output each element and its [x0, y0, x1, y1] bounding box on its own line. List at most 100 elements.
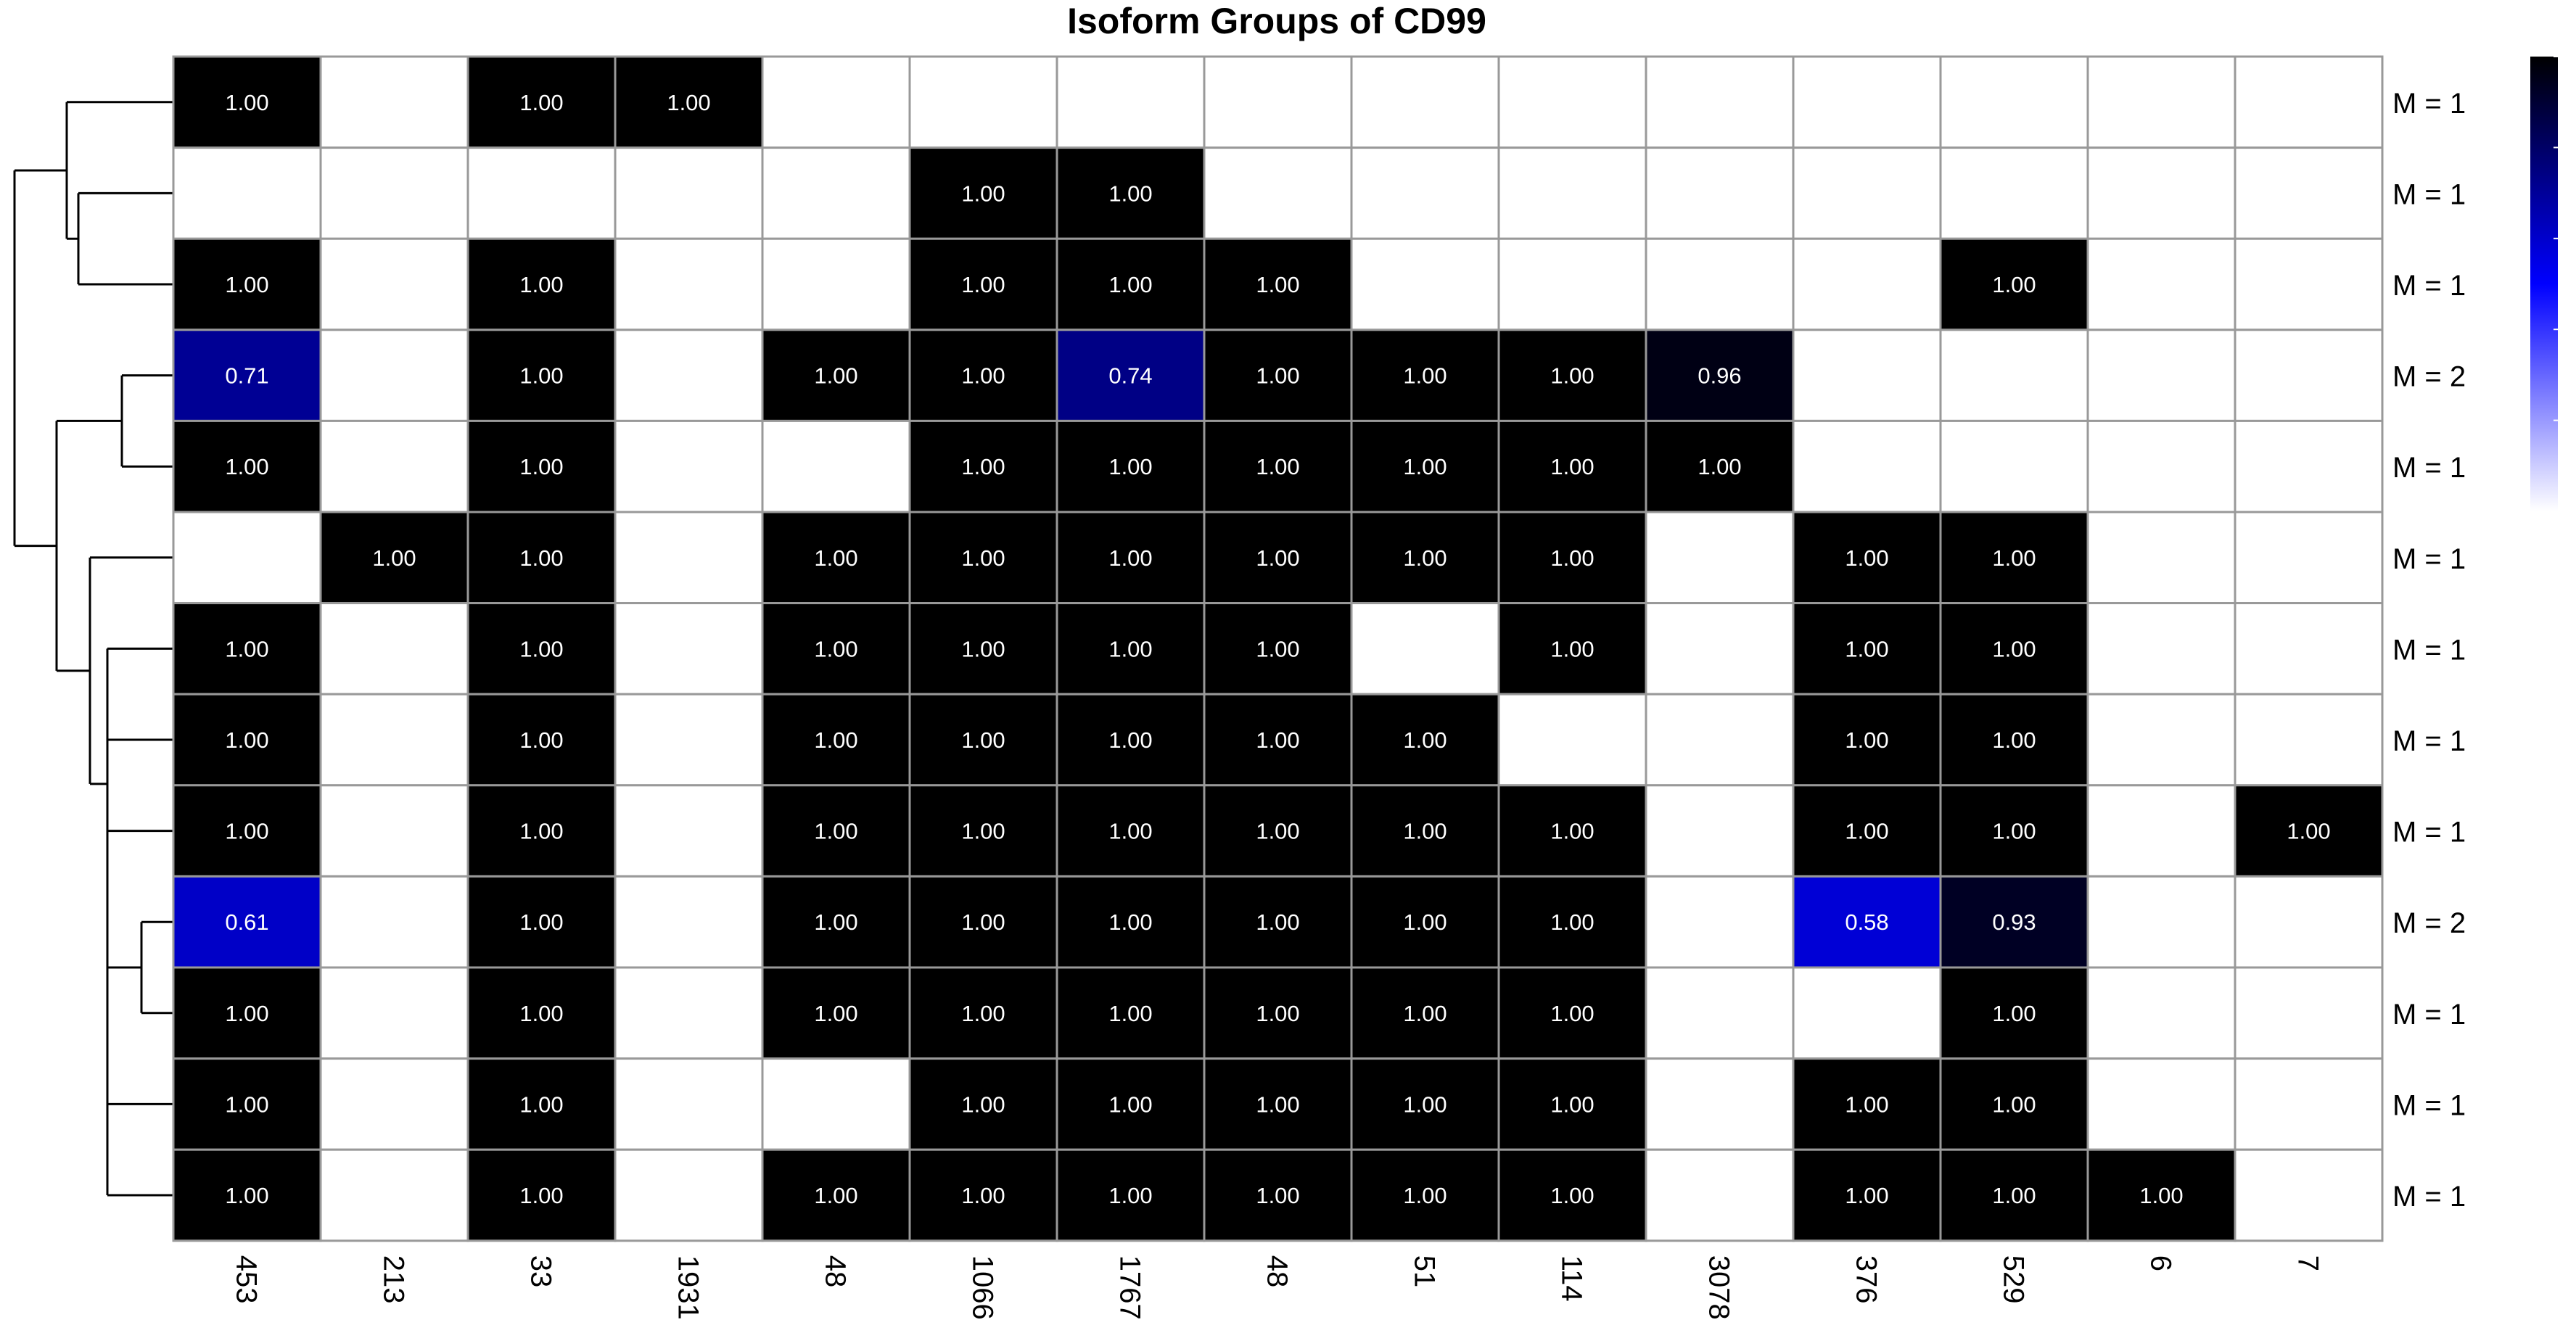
- cell-value-label: 1.00: [1256, 1091, 1299, 1117]
- cell-value-label: 1.00: [961, 272, 1005, 297]
- column-label: 529: [1998, 1255, 2030, 1304]
- heatmap-cell: [2086, 1148, 2236, 1242]
- cell-value-label: 1.00: [1698, 454, 1741, 479]
- cell-value-label: 1.00: [519, 819, 563, 844]
- column-label: 114: [1556, 1255, 1588, 1302]
- cell-value-label: 1.00: [1403, 819, 1447, 844]
- heatmap-cells: 1.00 1.00 1.00 1.00 1.00 1.00 1.00 1.00 1.00 1.00…: [172, 55, 2384, 1242]
- column-label: 7: [2292, 1255, 2324, 1271]
- heatmap-cell: [2234, 966, 2384, 1060]
- cell-value-label: 1.00: [519, 90, 563, 115]
- cell-value-label: 1.00: [1108, 181, 1152, 206]
- heatmap-cell: [1939, 693, 2089, 787]
- row-label: M = 1: [2392, 1181, 2466, 1213]
- heatmap-cell: [908, 1148, 1058, 1242]
- cell-value-label: 1.00: [1550, 1091, 1594, 1117]
- heatmap-cell: [1497, 55, 1647, 149]
- heatmap-cell: [1792, 1148, 1942, 1242]
- color-legend: 00.20.40.60.81: [2530, 56, 2558, 512]
- cell-value-label: 1.00: [519, 454, 563, 479]
- row-label: M = 2: [2392, 361, 2466, 393]
- heatmap-cell: [172, 329, 322, 422]
- row-labels: M = 1 M = 1 M = 1 M = 2 M = 1 M = 1 M = 1 M = 1…: [2392, 88, 2466, 1213]
- heatmap-cell: [1792, 419, 1942, 513]
- cell-value-label: 1.00: [814, 819, 857, 844]
- cell-value-label: 1.00: [1256, 363, 1299, 389]
- cell-value-label: 1.00: [1256, 819, 1299, 844]
- cell-value-label: 1.00: [961, 454, 1005, 479]
- heatmap-cell: [761, 237, 911, 331]
- heatmap-cell: [2234, 146, 2384, 240]
- column-label: 213: [378, 1255, 410, 1304]
- row-label: M = 1: [2392, 725, 2466, 757]
- heatmap-cell: [761, 146, 911, 240]
- heatmap-cell: [614, 237, 764, 331]
- heatmap-cell: [2086, 602, 2236, 696]
- heatmap-cell: [1350, 55, 1500, 149]
- cell-value-label: 1.00: [372, 545, 416, 571]
- heatmap-cell: [172, 875, 322, 969]
- cell-value-label: 1.00: [1550, 454, 1594, 479]
- heatmap-cell: [1645, 329, 1795, 422]
- heatmap-cell: [2086, 1057, 2236, 1151]
- heatmap-cell: [2086, 693, 2236, 787]
- cell-value-label: 1.00: [519, 909, 563, 935]
- row-label: M = 1: [2392, 543, 2466, 575]
- heatmap-cell: [1497, 602, 1647, 696]
- cell-value-label: 1.00: [1550, 545, 1594, 571]
- heatmap-cell: [1645, 55, 1795, 149]
- heatmap-cell: [2086, 329, 2236, 422]
- cell-value-label: 1.00: [961, 636, 1005, 661]
- heatmap-cell: [1203, 419, 1353, 513]
- column-label: 453: [231, 1255, 263, 1304]
- column-labels: 453 213 33 1931 48 1066 1767 48 51 114 3078 376 529 6…: [231, 1255, 2324, 1320]
- cell-value-label: 1.00: [1108, 454, 1152, 479]
- cell-value-label: 1.00: [1992, 1091, 2036, 1117]
- heatmap-cell: [2086, 55, 2236, 149]
- heatmap-cell: [2234, 875, 2384, 969]
- cell-value-label: 1.00: [1108, 909, 1152, 935]
- cell-value-label: 1.00: [1108, 1091, 1152, 1117]
- heatmap-cell: [1939, 419, 2089, 513]
- heatmap-cell: [172, 966, 322, 1060]
- heatmap-cell: [2086, 237, 2236, 331]
- heatmap-cell: [1792, 693, 1942, 787]
- cell-value-label: 1.00: [225, 727, 268, 753]
- heatmap-cell: [466, 875, 617, 969]
- cell-value-label: 1.00: [814, 727, 857, 753]
- heatmap-cell: [1497, 146, 1647, 240]
- cell-value-label: 1.00: [1992, 1001, 2036, 1026]
- column-label: 6: [2145, 1255, 2177, 1271]
- cell-value-label: 1.00: [1256, 727, 1299, 753]
- heatmap-cell: [1497, 1057, 1647, 1151]
- cell-value-label: 1.00: [961, 727, 1005, 753]
- heatmap-cell: [2234, 693, 2384, 787]
- heatmap-cell: [466, 237, 617, 331]
- heatmap-cell: [319, 602, 469, 696]
- cell-value-label: 1.00: [1845, 727, 1888, 753]
- cell-value-label: 1.00: [1550, 1001, 1594, 1026]
- cell-value-label: 1.00: [225, 636, 268, 661]
- heatmap-cell: [1792, 237, 1942, 331]
- heatmap-cell: [1350, 1148, 1500, 1242]
- cell-value-label: 1.00: [519, 1001, 563, 1026]
- heatmap-cell: [1350, 329, 1500, 422]
- column-label: 1066: [967, 1255, 999, 1320]
- row-label: M = 1: [2392, 452, 2466, 484]
- cell-value-label: 1.00: [1403, 545, 1447, 571]
- heatmap-cell: [1792, 966, 1942, 1060]
- heatmap-cell: [1497, 693, 1647, 787]
- heatmap-cell: [319, 784, 469, 878]
- heatmap-cell: [466, 146, 617, 240]
- heatmap-cell: [908, 784, 1058, 878]
- heatmap-cell: [1792, 602, 1942, 696]
- heatmap-cell: [2234, 55, 2384, 149]
- cell-value-label: 1.00: [1845, 819, 1888, 844]
- cell-value-label: 1.00: [225, 819, 268, 844]
- heatmap-cell: [319, 693, 469, 787]
- heatmap-cell: [908, 55, 1058, 149]
- cell-value-label: 1.00: [1992, 636, 2036, 661]
- cell-value-label: 1.00: [814, 545, 857, 571]
- column-label: 376: [1851, 1255, 1882, 1304]
- cell-value-label: 1.00: [1256, 545, 1299, 571]
